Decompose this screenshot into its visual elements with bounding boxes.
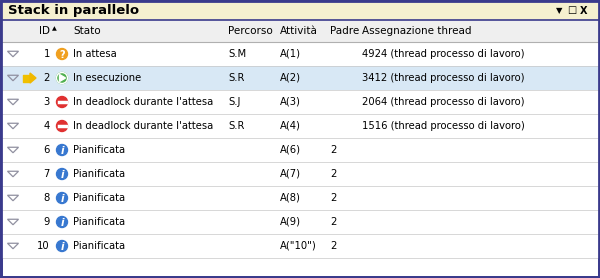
FancyBboxPatch shape bbox=[1, 234, 599, 258]
Text: 2: 2 bbox=[330, 193, 337, 203]
Text: In attesa: In attesa bbox=[73, 49, 117, 59]
FancyBboxPatch shape bbox=[1, 42, 599, 66]
Text: Stack in parallelo: Stack in parallelo bbox=[8, 4, 139, 17]
Text: 4924 (thread processo di lavoro): 4924 (thread processo di lavoro) bbox=[362, 49, 524, 59]
Text: S.J: S.J bbox=[228, 97, 241, 107]
Text: 8: 8 bbox=[44, 193, 50, 203]
Text: A(4): A(4) bbox=[280, 121, 301, 131]
Text: 3412 (thread processo di lavoro): 3412 (thread processo di lavoro) bbox=[362, 73, 524, 83]
Text: 2064 (thread processo di lavoro): 2064 (thread processo di lavoro) bbox=[362, 97, 524, 107]
Text: A(2): A(2) bbox=[280, 73, 301, 83]
Text: i: i bbox=[60, 145, 64, 155]
Text: Percorso: Percorso bbox=[228, 26, 273, 36]
Text: A("10"): A("10") bbox=[280, 241, 317, 251]
Text: A(9): A(9) bbox=[280, 217, 301, 227]
FancyBboxPatch shape bbox=[1, 114, 599, 138]
Text: In deadlock durante l'attesa: In deadlock durante l'attesa bbox=[73, 121, 213, 131]
Text: ▼: ▼ bbox=[556, 6, 563, 15]
Text: 10: 10 bbox=[37, 241, 50, 251]
Text: i: i bbox=[60, 170, 64, 180]
Text: i: i bbox=[60, 193, 64, 203]
Text: Attività: Attività bbox=[280, 26, 318, 36]
Text: Pianificata: Pianificata bbox=[73, 241, 125, 251]
Text: 2: 2 bbox=[330, 217, 337, 227]
FancyBboxPatch shape bbox=[1, 1, 599, 20]
Text: S.R: S.R bbox=[228, 73, 244, 83]
Text: Padre: Padre bbox=[330, 26, 359, 36]
Circle shape bbox=[56, 192, 67, 203]
Text: 2: 2 bbox=[44, 73, 50, 83]
Circle shape bbox=[56, 240, 67, 252]
Text: 4: 4 bbox=[44, 121, 50, 131]
Circle shape bbox=[56, 96, 67, 108]
Text: X: X bbox=[580, 6, 587, 16]
Text: A(7): A(7) bbox=[280, 169, 301, 179]
Text: 7: 7 bbox=[44, 169, 50, 179]
Text: 1516 (thread processo di lavoro): 1516 (thread processo di lavoro) bbox=[362, 121, 525, 131]
Text: A(1): A(1) bbox=[280, 49, 301, 59]
Circle shape bbox=[56, 120, 67, 131]
Text: 2: 2 bbox=[330, 169, 337, 179]
FancyBboxPatch shape bbox=[1, 186, 599, 210]
Text: ?: ? bbox=[59, 49, 65, 59]
Text: Assegnazione thread: Assegnazione thread bbox=[362, 26, 472, 36]
Text: In deadlock durante l'attesa: In deadlock durante l'attesa bbox=[73, 97, 213, 107]
Text: A(3): A(3) bbox=[280, 97, 301, 107]
FancyBboxPatch shape bbox=[1, 210, 599, 234]
Text: In esecuzione: In esecuzione bbox=[73, 73, 141, 83]
Text: ID: ID bbox=[39, 26, 50, 36]
Text: Pianificata: Pianificata bbox=[73, 145, 125, 155]
Text: Pianificata: Pianificata bbox=[73, 217, 125, 227]
Text: 1: 1 bbox=[44, 49, 50, 59]
Text: i: i bbox=[60, 242, 64, 252]
Text: A(6): A(6) bbox=[280, 145, 301, 155]
Polygon shape bbox=[59, 75, 65, 81]
Text: ▲: ▲ bbox=[52, 26, 57, 31]
Text: A(8): A(8) bbox=[280, 193, 301, 203]
Text: 9: 9 bbox=[44, 217, 50, 227]
Text: 6: 6 bbox=[44, 145, 50, 155]
Text: 2: 2 bbox=[330, 241, 337, 251]
Text: 3: 3 bbox=[44, 97, 50, 107]
Circle shape bbox=[56, 217, 67, 227]
Text: 2: 2 bbox=[330, 145, 337, 155]
Text: Stato: Stato bbox=[73, 26, 101, 36]
Polygon shape bbox=[30, 73, 36, 83]
Circle shape bbox=[56, 168, 67, 180]
FancyBboxPatch shape bbox=[1, 138, 599, 162]
FancyBboxPatch shape bbox=[1, 90, 599, 114]
Text: □: □ bbox=[567, 6, 576, 16]
Circle shape bbox=[56, 48, 67, 59]
Text: S.M: S.M bbox=[228, 49, 246, 59]
Text: i: i bbox=[60, 217, 64, 227]
FancyBboxPatch shape bbox=[1, 66, 599, 90]
Text: Pianificata: Pianificata bbox=[73, 169, 125, 179]
Text: S.R: S.R bbox=[228, 121, 244, 131]
Circle shape bbox=[56, 145, 67, 155]
Circle shape bbox=[56, 73, 67, 83]
Text: Pianificata: Pianificata bbox=[73, 193, 125, 203]
FancyBboxPatch shape bbox=[1, 162, 599, 186]
FancyBboxPatch shape bbox=[1, 20, 599, 42]
